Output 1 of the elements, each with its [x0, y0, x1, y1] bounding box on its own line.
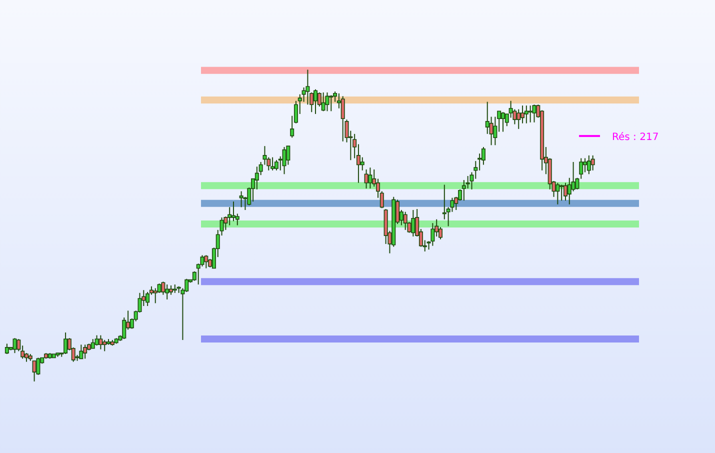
text: Rés : 217: [612, 132, 659, 143]
